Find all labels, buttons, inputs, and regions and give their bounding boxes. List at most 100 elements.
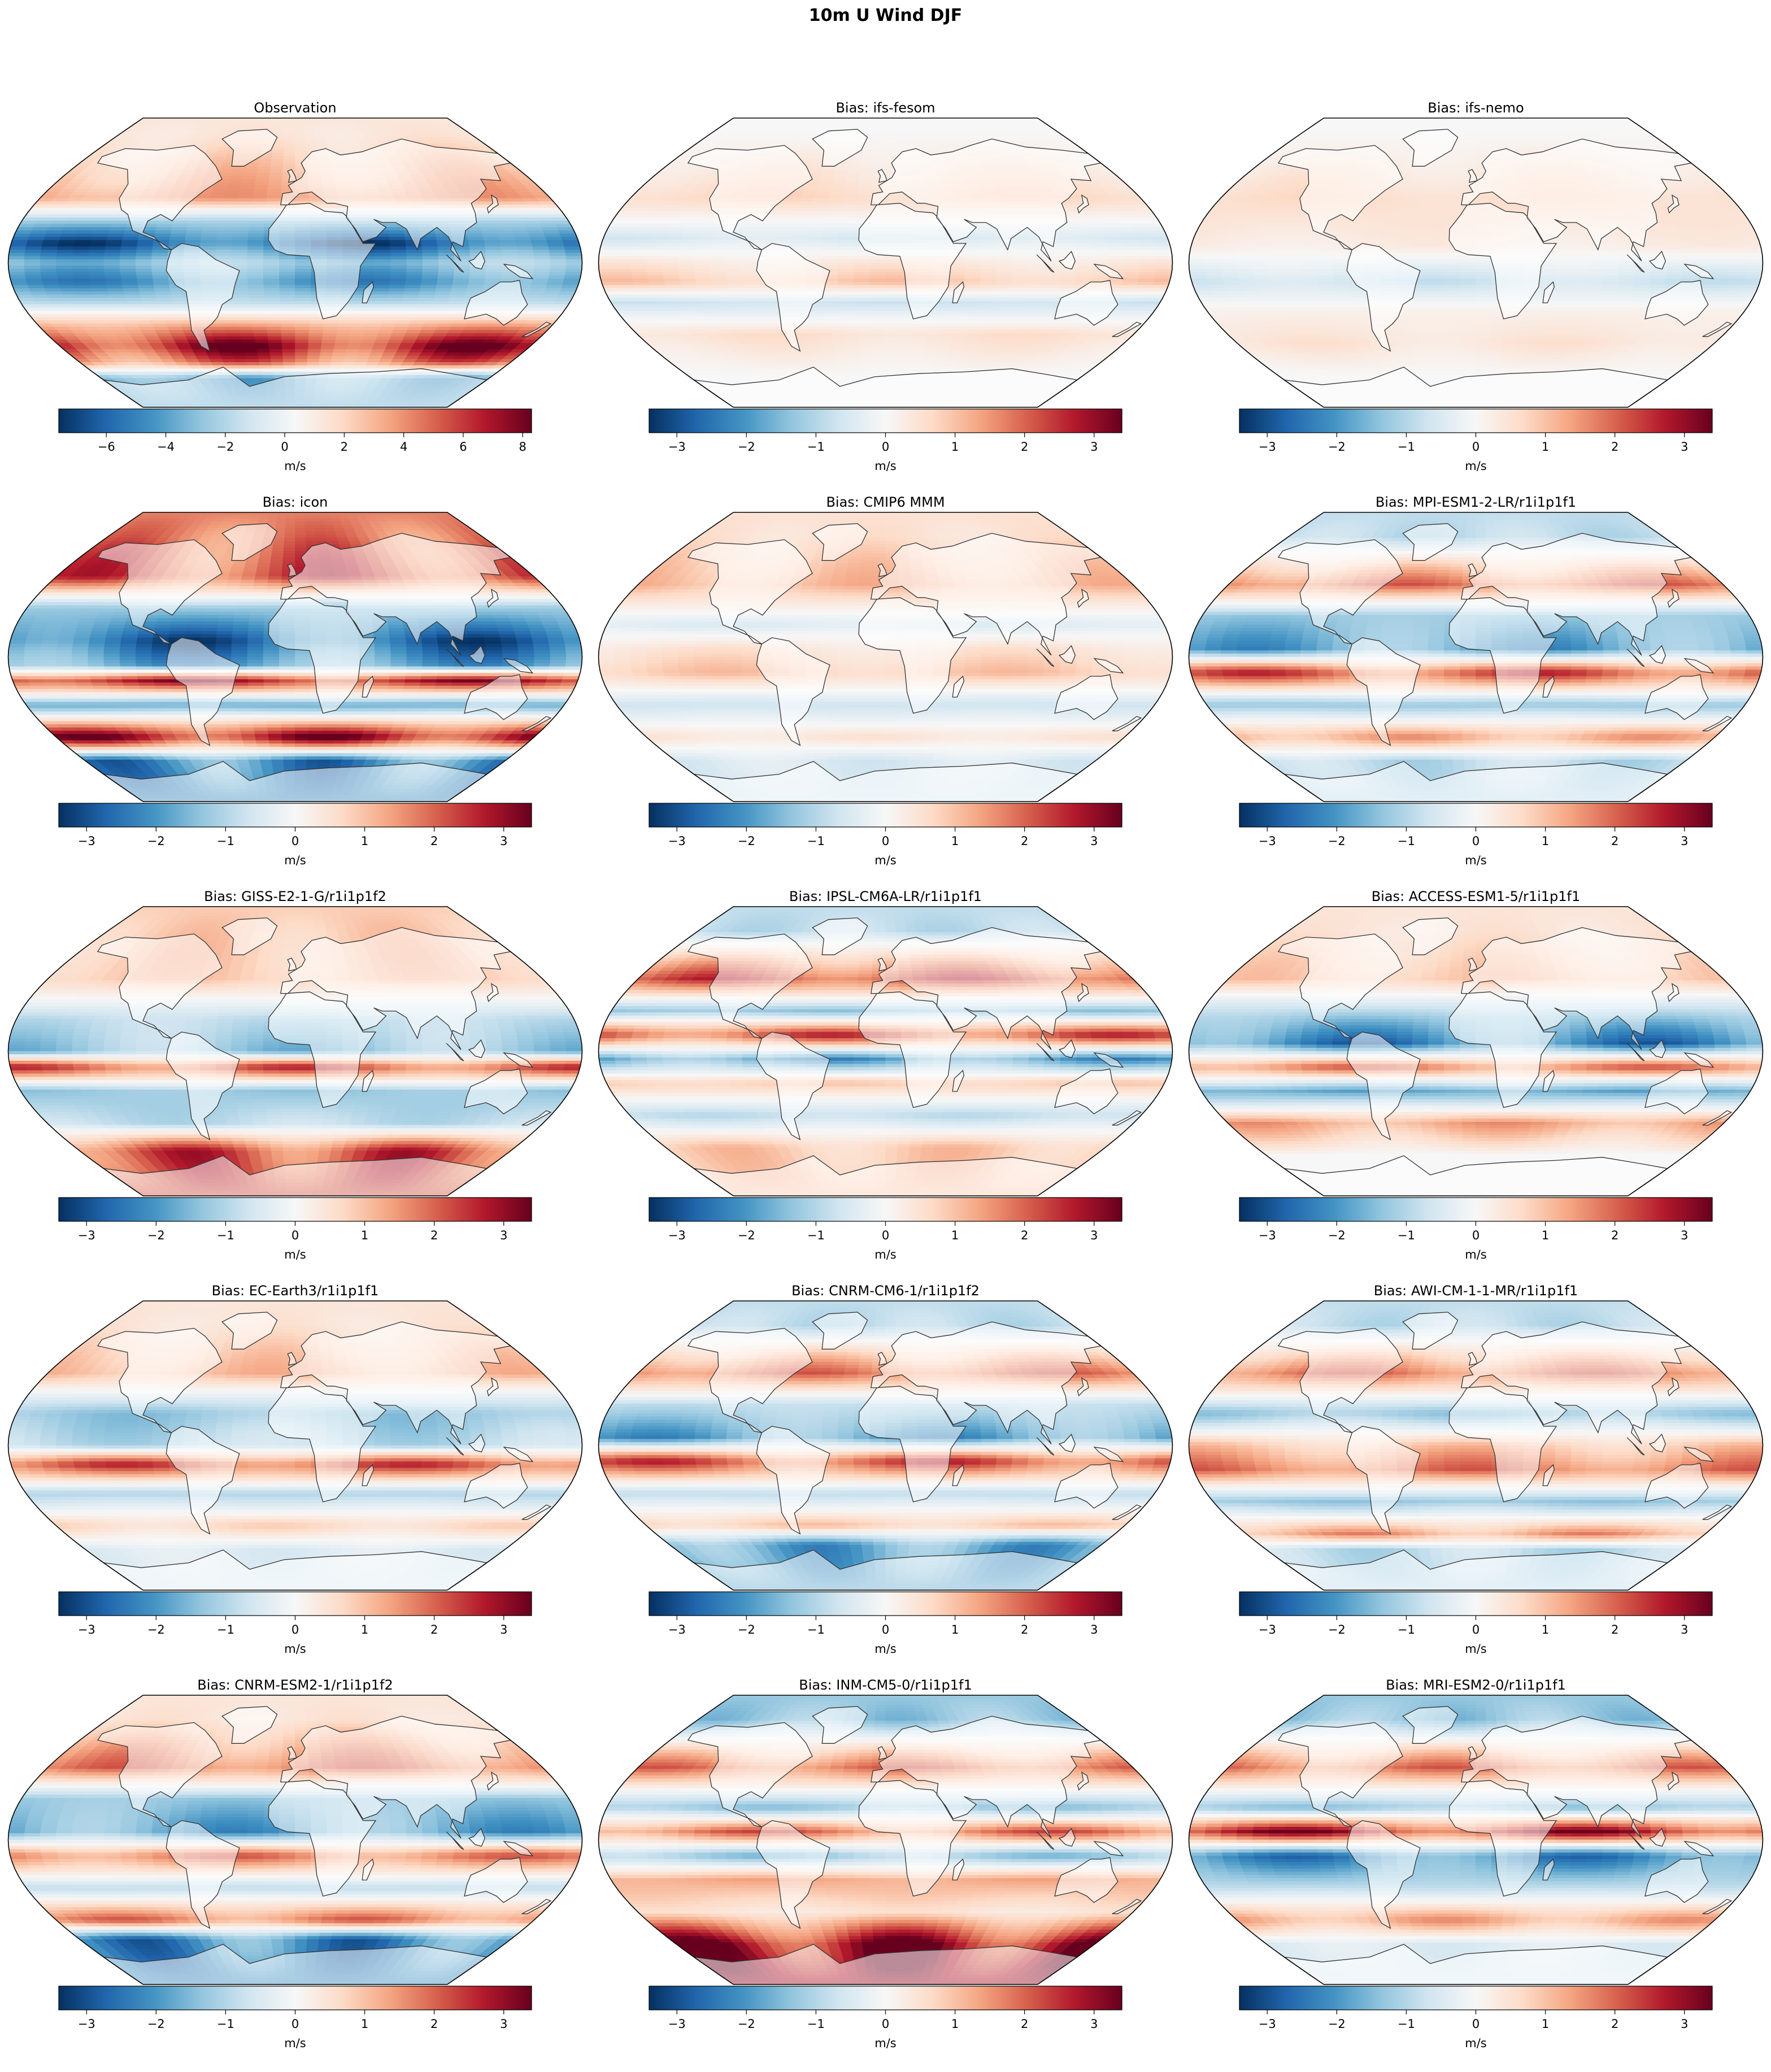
wind-cell: [215, 253, 232, 256]
wind-cell: [273, 146, 285, 151]
wind-cell: [232, 237, 249, 241]
wind-cell: [874, 140, 886, 144]
wind-cell: [981, 253, 998, 256]
wind-cell: [346, 140, 359, 144]
wind-cell: [638, 224, 656, 228]
wind-cell: [562, 281, 580, 286]
wind-cell: [84, 214, 102, 218]
wind-cell: [272, 153, 284, 157]
wind-cell: [92, 230, 110, 234]
wind-cell: [530, 281, 548, 286]
wind-cell: [286, 121, 295, 125]
wind-cell: [106, 285, 124, 289]
wind-cell: [1090, 243, 1108, 247]
wind-cell: [675, 191, 693, 195]
wind-cell: [885, 143, 897, 147]
wind-cell: [221, 359, 236, 363]
wind-cell: [219, 217, 236, 221]
wind-cell: [603, 233, 621, 237]
wind-cell: [89, 240, 107, 244]
wind-cell: [841, 207, 856, 212]
wind-cell: [250, 214, 266, 218]
wind-cell: [260, 118, 271, 121]
wind-cell: [356, 140, 369, 144]
wind-cell: [238, 330, 254, 334]
wind-cell: [336, 140, 349, 144]
wind-cell: [279, 272, 295, 276]
wind-cell: [185, 233, 202, 237]
wind-cell: [1043, 246, 1060, 250]
wind-cell: [101, 211, 118, 215]
wind-cell: [509, 224, 526, 228]
wind-cell: [646, 259, 663, 263]
wind-cell: [233, 220, 250, 225]
wind-cell: [250, 314, 266, 318]
wind-cell: [674, 214, 692, 218]
wind-cell: [312, 124, 323, 128]
wind-cell: [40, 262, 56, 266]
wind-cell: [224, 365, 238, 369]
wind-cell: [791, 230, 808, 234]
wind-cell: [279, 288, 295, 292]
wind-cell: [876, 124, 886, 128]
wind-cell: [646, 211, 664, 215]
wind-cell: [67, 195, 85, 199]
wind-cell: [425, 317, 442, 321]
wind-cell: [253, 330, 268, 334]
wind-cell: [923, 130, 935, 134]
wind-cell: [248, 233, 264, 237]
wind-cell: [386, 342, 402, 347]
wind-cell: [478, 224, 496, 228]
wind-cell: [64, 224, 81, 228]
wind-cell: [153, 327, 169, 330]
wind-cell: [41, 278, 59, 282]
wind-cell: [96, 327, 114, 330]
wind-cell: [263, 288, 280, 292]
wind-cell: [280, 317, 295, 321]
wind-cell: [368, 314, 385, 318]
wind-cell: [598, 253, 616, 256]
wind-cell: [295, 130, 306, 134]
wind-cell: [192, 349, 207, 353]
wind-cell: [65, 323, 83, 328]
wind-cell: [8, 256, 25, 260]
wind-cell: [231, 246, 248, 250]
wind-cell: [839, 124, 850, 128]
wind-cell: [850, 156, 863, 160]
wind-cell: [828, 198, 843, 202]
wind-cell: [242, 176, 257, 180]
wind-cell: [549, 249, 566, 254]
wind-cell: [12, 285, 29, 289]
wind-cell: [651, 230, 669, 234]
wind-cell: [406, 269, 423, 273]
wind-cell: [838, 243, 854, 247]
wind-cell: [171, 227, 188, 231]
wind-cell: [325, 137, 337, 141]
wind-cell: [220, 166, 234, 170]
wind-cell: [244, 352, 258, 356]
wind-cell: [225, 333, 241, 337]
wind-cell: [694, 204, 712, 208]
wind-cell: [726, 243, 744, 247]
wind-cell: [561, 237, 578, 241]
wind-cell: [815, 191, 830, 195]
wind-cell: [119, 317, 136, 321]
wind-cell: [392, 355, 407, 359]
wind-cell: [199, 362, 214, 366]
wind-cell: [216, 243, 233, 247]
wind-cell: [860, 169, 873, 173]
wind-cell: [420, 281, 438, 286]
wind-cell: [82, 195, 99, 199]
wind-cell: [238, 195, 254, 199]
wind-cell: [146, 314, 164, 318]
wind-cell: [307, 355, 320, 359]
wind-cell: [156, 298, 173, 302]
wind-cell: [876, 121, 886, 125]
wind-cell: [257, 169, 271, 173]
wind-cell: [450, 291, 467, 295]
wind-cell: [110, 327, 128, 330]
wind-cell: [313, 127, 324, 132]
wind-cell: [271, 156, 284, 160]
wind-cell: [797, 146, 811, 151]
wind-cell: [663, 249, 680, 254]
